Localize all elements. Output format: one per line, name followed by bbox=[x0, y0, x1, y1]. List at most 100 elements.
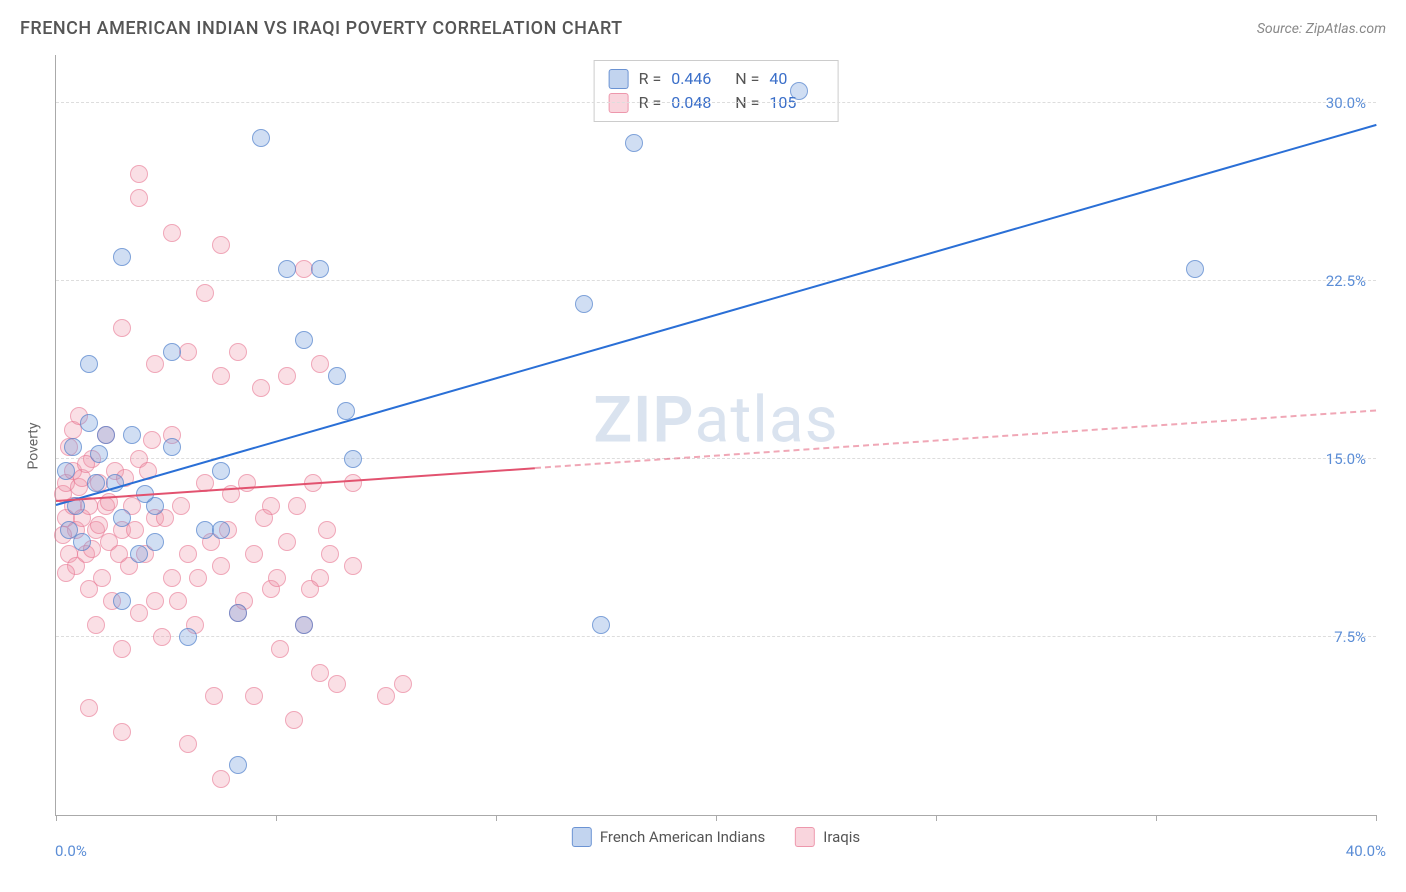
data-point-pink bbox=[113, 723, 131, 741]
gridline-h bbox=[56, 636, 1376, 637]
data-point-pink bbox=[205, 687, 223, 705]
data-point-pink bbox=[153, 628, 171, 646]
data-point-pink bbox=[245, 687, 263, 705]
y-tick-label: 15.0% bbox=[1326, 450, 1366, 468]
data-point-blue bbox=[163, 343, 181, 361]
data-point-blue bbox=[87, 474, 105, 492]
data-point-pink bbox=[169, 592, 187, 610]
legend-swatch-blue bbox=[572, 827, 592, 847]
data-point-blue bbox=[60, 521, 78, 539]
x-tick bbox=[276, 815, 277, 821]
trend-line bbox=[534, 409, 1376, 469]
y-tick-label: 30.0% bbox=[1326, 94, 1366, 112]
watermark-zip: ZIP bbox=[593, 382, 694, 457]
data-point-pink bbox=[163, 569, 181, 587]
data-point-pink bbox=[179, 545, 197, 563]
x-tick bbox=[1156, 815, 1157, 821]
data-point-pink bbox=[344, 474, 362, 492]
data-point-pink bbox=[130, 189, 148, 207]
data-point-blue bbox=[295, 331, 313, 349]
legend-swatch-pink bbox=[609, 93, 629, 113]
data-point-blue bbox=[163, 438, 181, 456]
x-tick bbox=[936, 815, 937, 821]
data-point-pink bbox=[301, 580, 319, 598]
data-point-blue bbox=[146, 533, 164, 551]
data-point-pink bbox=[344, 557, 362, 575]
data-point-pink bbox=[90, 516, 108, 534]
data-point-blue bbox=[113, 509, 131, 527]
data-point-pink bbox=[110, 545, 128, 563]
data-point-pink bbox=[278, 367, 296, 385]
data-point-blue bbox=[64, 438, 82, 456]
data-point-blue bbox=[130, 545, 148, 563]
data-point-blue bbox=[97, 426, 115, 444]
data-point-pink bbox=[163, 224, 181, 242]
legend-label: Iraqis bbox=[823, 828, 860, 846]
legend-n-label: N = bbox=[735, 91, 759, 115]
plot-area: ZIPatlas R = 0.446 N = 40 R = 0.048 N = … bbox=[55, 55, 1376, 816]
data-point-pink bbox=[130, 604, 148, 622]
legend-r-label: R = bbox=[639, 67, 662, 91]
data-point-pink bbox=[113, 640, 131, 658]
gridline-h bbox=[56, 102, 1376, 103]
legend-r-value: 0.048 bbox=[671, 91, 725, 115]
data-point-pink bbox=[377, 687, 395, 705]
data-point-pink bbox=[179, 735, 197, 753]
data-point-pink bbox=[318, 521, 336, 539]
x-tick bbox=[496, 815, 497, 821]
data-point-pink bbox=[245, 545, 263, 563]
chart-source: Source: ZipAtlas.com bbox=[1257, 21, 1386, 37]
data-point-pink bbox=[179, 343, 197, 361]
watermark-atlas: atlas bbox=[695, 382, 839, 457]
data-point-pink bbox=[143, 431, 161, 449]
data-point-blue bbox=[229, 756, 247, 774]
data-point-pink bbox=[189, 569, 207, 587]
data-point-pink bbox=[212, 770, 230, 788]
trend-line bbox=[56, 124, 1377, 506]
data-point-blue bbox=[90, 445, 108, 463]
data-point-blue bbox=[212, 521, 230, 539]
legend-r-label: R = bbox=[639, 91, 662, 115]
legend-item-blue: French American Indians bbox=[572, 827, 765, 847]
data-point-pink bbox=[146, 592, 164, 610]
gridline-h bbox=[56, 458, 1376, 459]
data-point-blue bbox=[113, 592, 131, 610]
data-point-pink bbox=[311, 664, 329, 682]
data-point-pink bbox=[252, 379, 270, 397]
x-axis-label-right: 40.0% bbox=[1346, 842, 1386, 860]
data-point-blue bbox=[625, 134, 643, 152]
data-point-pink bbox=[93, 569, 111, 587]
data-point-pink bbox=[285, 711, 303, 729]
data-point-pink bbox=[172, 497, 190, 515]
data-point-pink bbox=[80, 699, 98, 717]
data-point-pink bbox=[394, 675, 412, 693]
data-point-blue bbox=[252, 129, 270, 147]
watermark: ZIPatlas bbox=[593, 382, 838, 457]
data-point-pink bbox=[321, 545, 339, 563]
data-point-blue bbox=[592, 616, 610, 634]
x-tick bbox=[716, 815, 717, 821]
data-point-pink bbox=[255, 509, 273, 527]
data-point-blue bbox=[196, 521, 214, 539]
data-point-blue bbox=[123, 426, 141, 444]
x-tick bbox=[1376, 815, 1377, 821]
y-tick-label: 22.5% bbox=[1326, 272, 1366, 290]
data-point-pink bbox=[288, 497, 306, 515]
data-point-pink bbox=[57, 564, 75, 582]
data-point-blue bbox=[311, 260, 329, 278]
data-point-blue bbox=[344, 450, 362, 468]
data-point-pink bbox=[87, 616, 105, 634]
legend-label: French American Indians bbox=[600, 828, 765, 846]
legend-swatch-pink bbox=[795, 827, 815, 847]
data-point-blue bbox=[790, 82, 808, 100]
x-tick bbox=[56, 815, 57, 821]
data-point-blue bbox=[212, 462, 230, 480]
data-point-blue bbox=[295, 616, 313, 634]
data-point-blue bbox=[80, 355, 98, 373]
data-point-pink bbox=[212, 557, 230, 575]
legend-series: French American Indians Iraqis bbox=[572, 827, 860, 847]
data-point-blue bbox=[113, 248, 131, 266]
data-point-pink bbox=[295, 260, 313, 278]
data-point-pink bbox=[212, 367, 230, 385]
chart-header: FRENCH AMERICAN INDIAN VS IRAQI POVERTY … bbox=[20, 18, 1386, 39]
